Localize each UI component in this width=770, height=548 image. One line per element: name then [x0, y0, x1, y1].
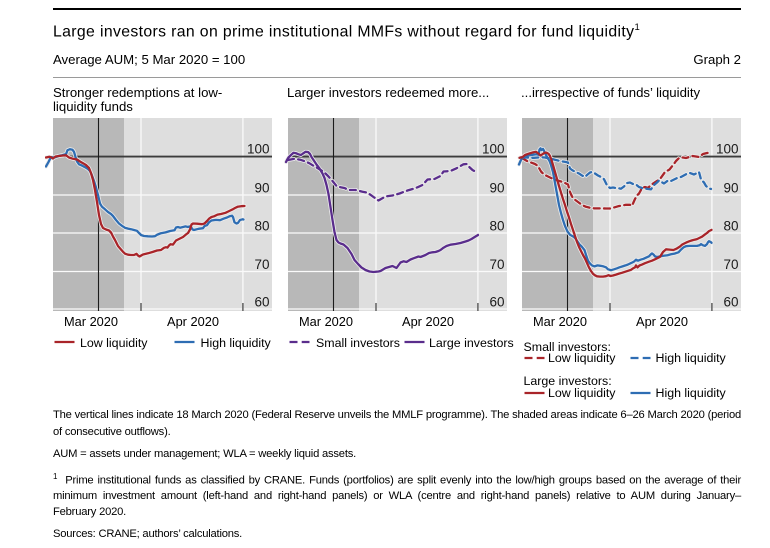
- svg-text:60: 60: [723, 295, 738, 310]
- svg-text:70: 70: [489, 257, 504, 272]
- svg-text:100: 100: [481, 142, 504, 157]
- svg-text:100: 100: [716, 142, 739, 157]
- svg-text:70: 70: [254, 257, 269, 272]
- svg-text:60: 60: [254, 295, 269, 310]
- svg-text:80: 80: [723, 219, 738, 234]
- svg-text:60: 60: [489, 295, 504, 310]
- svg-text:90: 90: [723, 181, 738, 196]
- svg-text:90: 90: [254, 181, 269, 196]
- svg-text:90: 90: [489, 181, 504, 196]
- svg-text:100: 100: [247, 142, 270, 157]
- svg-text:70: 70: [723, 257, 738, 272]
- svg-text:80: 80: [254, 219, 269, 234]
- svg-text:80: 80: [489, 219, 504, 234]
